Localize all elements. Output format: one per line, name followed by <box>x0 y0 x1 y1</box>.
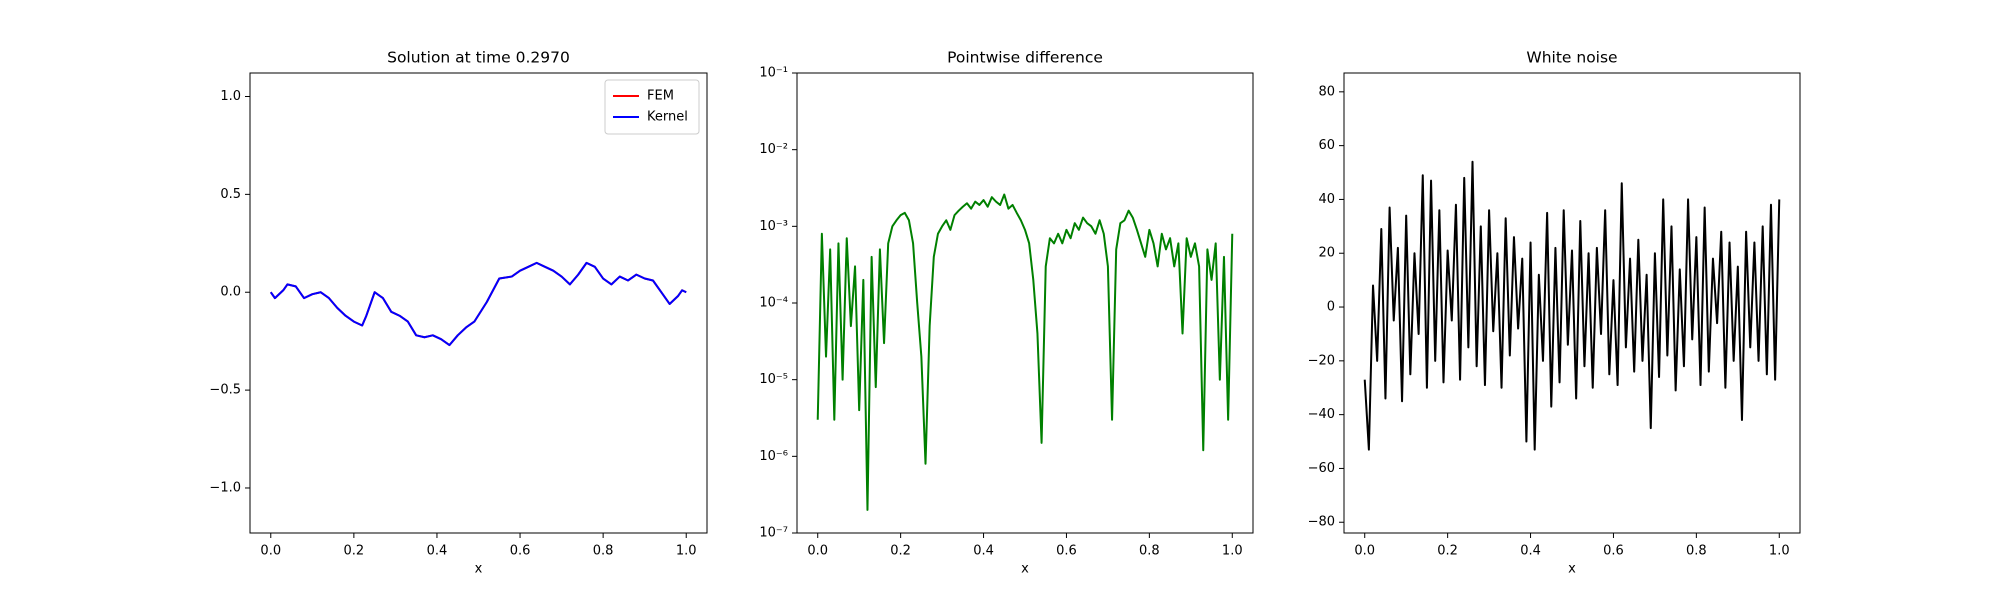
x-tick-label: 0.2 <box>1437 544 1458 559</box>
data-line <box>1363 160 1781 451</box>
x-tick-label: 1.0 <box>1222 544 1243 559</box>
data-line <box>269 261 687 347</box>
subplot: Pointwise difference x 0.0 0.2 0.4 0.6 0.8 1.0 1… <box>759 49 1254 577</box>
y-tick-label: 0.5 <box>220 187 241 202</box>
y-tick-label: 10⁻² <box>759 142 788 157</box>
y-tick-label: −40 <box>1308 407 1335 422</box>
y-tick-label: −1.0 <box>209 480 241 495</box>
x-tick-label: 0.0 <box>260 544 281 559</box>
subplot-title: White noise <box>1526 49 1617 67</box>
y-tick-label: 10⁻⁶ <box>759 449 788 464</box>
subplot-title: Pointwise difference <box>947 49 1103 67</box>
axes-frame <box>249 72 708 534</box>
y-tick-label: −20 <box>1308 353 1335 368</box>
x-tick-label: 0.0 <box>1354 544 1375 559</box>
y-tick-label: 80 <box>1318 84 1335 99</box>
y-tick-label: 60 <box>1318 138 1335 153</box>
x-tick-label: 0.2 <box>344 544 365 559</box>
subplot: Solution at time 0.2970 x 0.0 0.2 0.4 0.6 0.8 1… <box>209 49 708 577</box>
x-tick-label: 0.0 <box>807 544 828 559</box>
data-line <box>816 193 1234 511</box>
axes-frame <box>796 72 1254 534</box>
y-tick-label: −60 <box>1308 461 1335 476</box>
subplot-title: Solution at time 0.2970 <box>387 49 570 67</box>
x-tick-label: 1.0 <box>1769 544 1790 559</box>
legend-label: FEM <box>647 89 674 104</box>
axes-frame <box>1343 72 1801 534</box>
y-tick-label: −0.5 <box>209 383 241 398</box>
y-tick-label: 0 <box>1327 300 1335 315</box>
x-tick-label: 0.4 <box>973 544 994 559</box>
x-tick-label: 1.0 <box>676 544 697 559</box>
y-tick-label: 10⁻⁵ <box>759 372 788 387</box>
y-tick-label: 20 <box>1318 246 1335 261</box>
y-tick-label: 10⁻⁴ <box>759 296 788 311</box>
x-tick-label: 0.4 <box>1520 544 1541 559</box>
x-axis-label: x <box>1021 562 1029 577</box>
y-tick-label: −80 <box>1308 515 1335 530</box>
x-tick-label: 0.8 <box>593 544 614 559</box>
y-tick-label: 10⁻³ <box>759 219 788 234</box>
x-axis-label: x <box>475 562 483 577</box>
x-tick-label: 0.2 <box>890 544 911 559</box>
y-tick-label: 40 <box>1318 192 1335 207</box>
y-tick-label: 0.0 <box>220 285 241 300</box>
y-tick-label: 10⁻¹ <box>759 66 788 81</box>
x-tick-label: 0.8 <box>1139 544 1160 559</box>
legend-box <box>604 79 700 135</box>
y-tick-label: 10⁻⁷ <box>759 526 788 541</box>
x-tick-label: 0.4 <box>427 544 448 559</box>
x-tick-label: 0.6 <box>510 544 531 559</box>
x-axis-label: x <box>1568 562 1576 577</box>
subplot: White noise x 0.0 0.2 0.4 0.6 0.8 1.0 −80 −60 −40 −… <box>1308 49 1801 577</box>
x-tick-label: 0.6 <box>1603 544 1624 559</box>
x-tick-label: 0.6 <box>1056 544 1077 559</box>
legend: FEM Kernel <box>604 79 700 135</box>
y-tick-label: 1.0 <box>220 89 241 104</box>
legend-label: Kernel <box>647 110 688 125</box>
x-tick-label: 0.8 <box>1686 544 1707 559</box>
